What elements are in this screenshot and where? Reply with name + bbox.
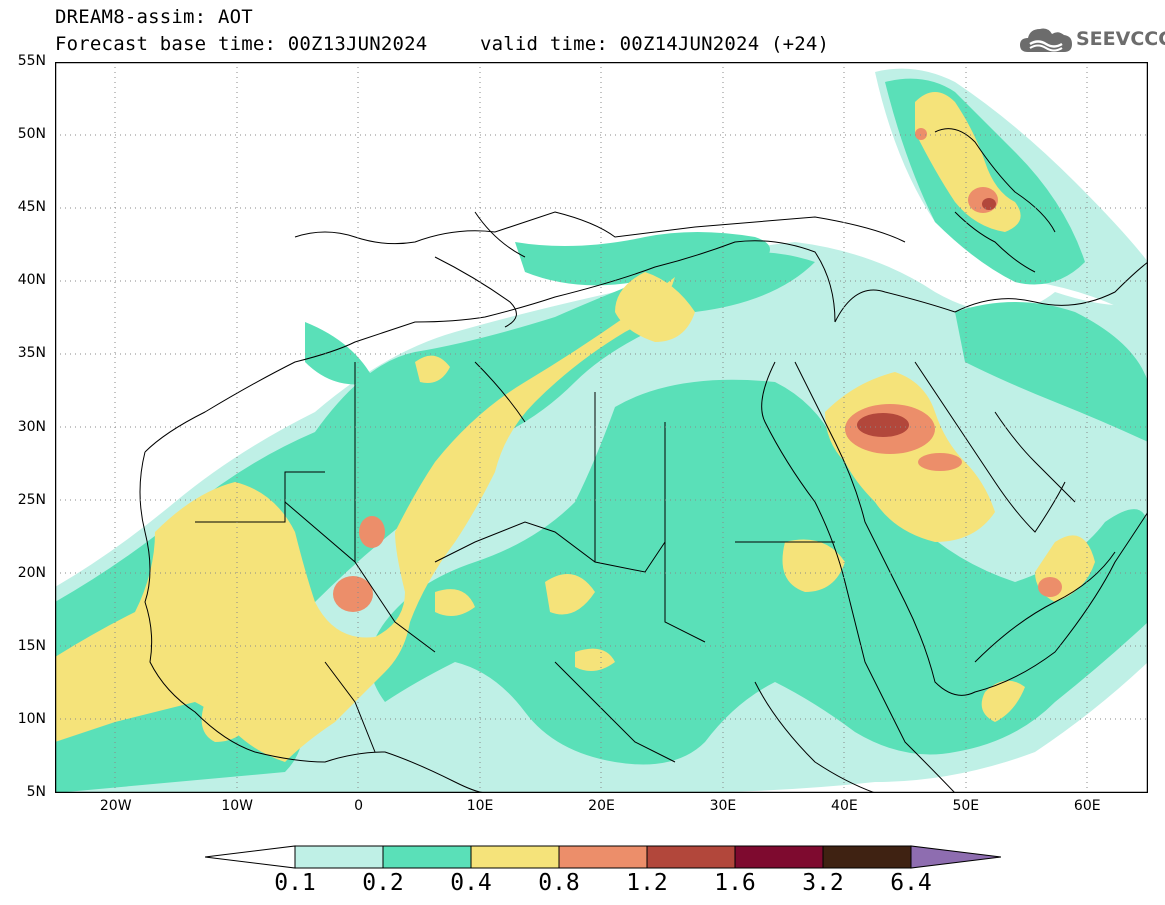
colorbar-bin <box>646 845 736 869</box>
latitude-label: 50N <box>17 126 46 143</box>
cloud-icon <box>1020 28 1072 52</box>
title-line-2-base-time: Forecast base time: 00Z13JUN2024 <box>55 33 428 55</box>
logo-text: SEEVCCC <box>1076 28 1165 50</box>
colorbar-bin <box>734 845 824 869</box>
latitude-label: 25N <box>17 491 46 508</box>
colorbar-bin <box>382 845 472 869</box>
longitude-label: 20E <box>588 798 615 814</box>
longitude-label: 50E <box>952 798 980 814</box>
colorbar-under-triangle <box>205 845 296 869</box>
graticule <box>55 62 1148 793</box>
map-frame <box>55 62 1148 793</box>
seevccc-logo: SEEVCCC <box>1018 22 1165 58</box>
colorbar-bin <box>470 845 560 869</box>
colorbar <box>205 845 1001 869</box>
longitude-label: 10W <box>221 798 253 814</box>
colorbar-label: 0.1 <box>274 870 316 896</box>
aot-map <box>55 62 1148 793</box>
title-line-1: DREAM8-assim: AOT <box>55 6 253 28</box>
colorbar-label: 6.4 <box>890 870 932 896</box>
colorbar-label: 1.6 <box>714 870 756 896</box>
coastlines-and-borders <box>139 128 1148 793</box>
longitude-label: 10E <box>466 798 494 814</box>
latitude-label: 30N <box>17 418 46 435</box>
colorbar-bin <box>294 845 384 869</box>
longitude-label: 0 <box>354 798 364 814</box>
longitude-label: 40E <box>831 798 858 814</box>
colorbar-label: 0.8 <box>538 870 580 896</box>
latitude-label: 55N <box>17 53 46 69</box>
colorbar-over-triangle <box>910 845 1001 869</box>
latitude-label: 40N <box>17 272 46 289</box>
colorbar-label: 3.2 <box>802 870 844 896</box>
longitude-label: 20W <box>99 798 132 814</box>
latitude-label: 10N <box>17 710 46 727</box>
title-line-2-valid-time: valid time: 00Z14JUN2024 (+24) <box>480 33 830 55</box>
colorbar-label: 0.2 <box>362 870 404 896</box>
colorbar-bin <box>558 845 648 869</box>
colorbar-label: 0.4 <box>450 870 492 896</box>
latitude-label: 35N <box>17 345 46 362</box>
latitude-label: 15N <box>17 637 46 654</box>
longitude-label: 60E <box>1073 798 1101 814</box>
colorbar-label: 1.2 <box>626 870 668 896</box>
colorbar-bin <box>822 845 912 869</box>
longitude-label: 30E <box>709 798 737 814</box>
latitude-label: 20N <box>17 564 46 581</box>
latitude-label: 45N <box>17 199 46 216</box>
latitude-label: 5N <box>26 784 46 800</box>
aot-shading <box>55 68 1148 793</box>
